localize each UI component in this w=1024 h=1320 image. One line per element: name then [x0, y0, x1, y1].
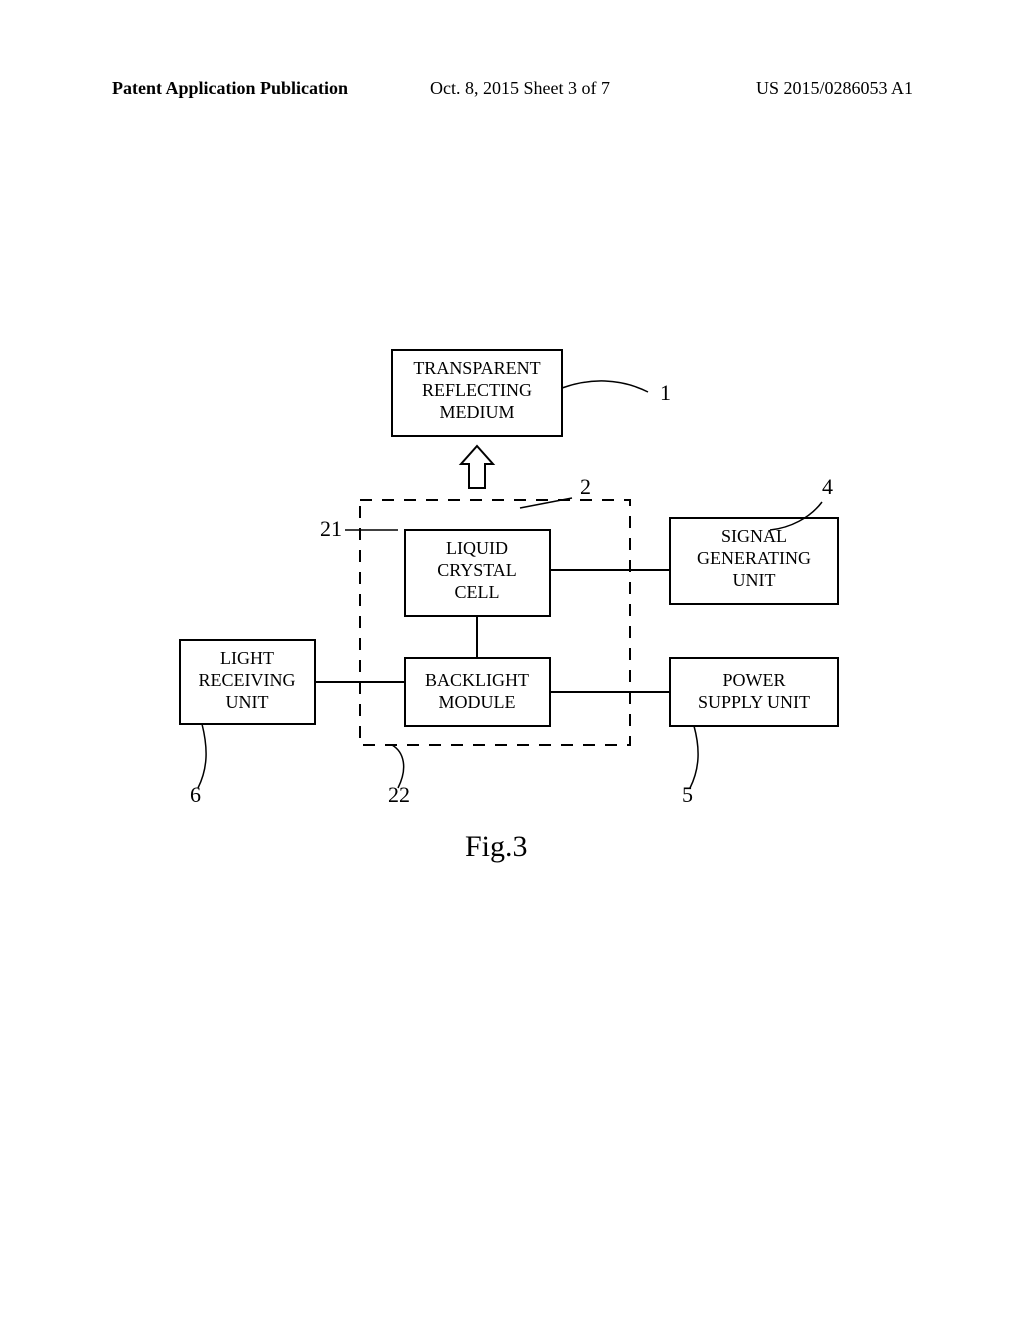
figure-label: Fig.3: [465, 830, 528, 864]
box-power-line2: SUPPLY UNIT: [698, 692, 810, 712]
box-backlight-line1: BACKLIGHT: [425, 670, 529, 690]
box-power: POWER SUPPLY UNIT: [670, 658, 838, 726]
leader-1: [562, 381, 648, 392]
label-2: 2: [580, 474, 591, 499]
label-22: 22: [388, 782, 410, 807]
box-liquid-line2: CRYSTAL: [437, 560, 517, 580]
box-lightrecv-line1: LIGHT: [220, 648, 274, 668]
box-transparent-line1: TRANSPARENT: [413, 358, 540, 378]
box-signal-line3: UNIT: [733, 570, 776, 590]
box-backlight-line2: MODULE: [439, 692, 516, 712]
label-5: 5: [682, 782, 693, 807]
leader-5: [690, 726, 698, 788]
box-transparent: TRANSPARENT REFLECTING MEDIUM: [392, 350, 562, 436]
box-signal-line2: GENERATING: [697, 548, 811, 568]
box-transparent-line2: REFLECTING: [422, 380, 532, 400]
diagram-svg: TRANSPARENT REFLECTING MEDIUM LIQUID CRY…: [0, 0, 1024, 1320]
label-1: 1: [660, 380, 671, 405]
box-liquid-line3: CELL: [455, 582, 500, 602]
box-lightrecv-line2: RECEIVING: [199, 670, 296, 690]
label-21: 21: [320, 516, 342, 541]
box-power-line1: POWER: [723, 670, 786, 690]
box-liquid-line1: LIQUID: [446, 538, 508, 558]
up-arrow-icon: [461, 446, 493, 488]
box-lightrecv: LIGHT RECEIVING UNIT: [180, 640, 315, 724]
label-6: 6: [190, 782, 201, 807]
box-liquid: LIQUID CRYSTAL CELL: [405, 530, 550, 616]
box-signal: SIGNAL GENERATING UNIT: [670, 518, 838, 604]
box-lightrecv-line3: UNIT: [226, 692, 269, 712]
leader-6: [198, 724, 206, 788]
label-4: 4: [822, 474, 833, 499]
box-transparent-line3: MEDIUM: [440, 402, 515, 422]
box-backlight: BACKLIGHT MODULE: [405, 658, 550, 726]
